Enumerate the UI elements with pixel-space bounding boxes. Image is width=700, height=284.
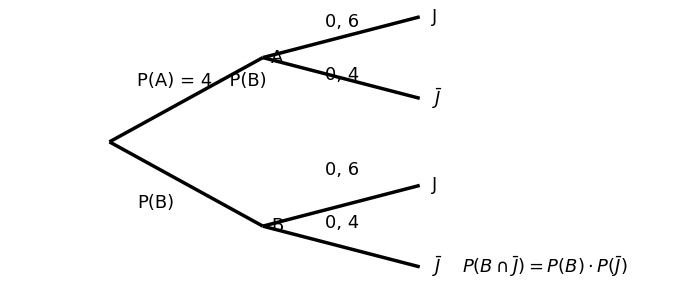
Text: J: J [433, 8, 438, 26]
Text: A: A [271, 49, 284, 66]
Text: 0, 4: 0, 4 [325, 66, 359, 84]
Text: 0, 6: 0, 6 [325, 161, 358, 179]
Text: $\bar{J}$: $\bar{J}$ [433, 254, 443, 279]
Text: $\bar{J}$: $\bar{J}$ [433, 86, 443, 111]
Text: B: B [271, 217, 284, 235]
Text: 0, 6: 0, 6 [325, 13, 358, 31]
Text: 0, 4: 0, 4 [325, 214, 359, 232]
Text: $P(B \cap \bar{J}) = P(B) \cdot P(\bar{J})$: $P(B \cap \bar{J}) = P(B) \cdot P(\bar{J… [461, 254, 627, 279]
Text: P(A) = 4 · P(B): P(A) = 4 · P(B) [137, 72, 267, 90]
Text: P(B): P(B) [137, 194, 174, 212]
Text: J: J [433, 176, 438, 195]
